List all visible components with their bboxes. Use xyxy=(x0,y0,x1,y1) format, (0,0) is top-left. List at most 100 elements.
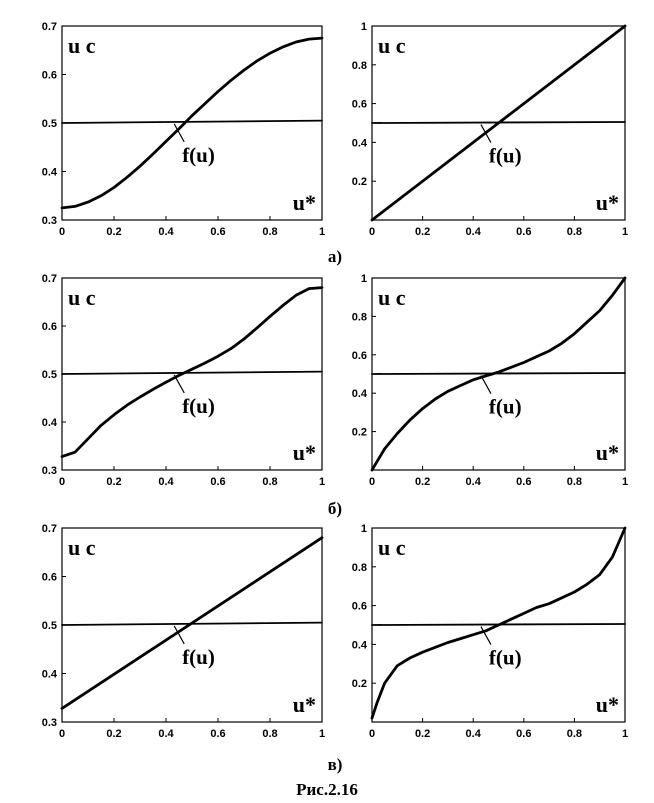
x-tick-label: 0.8 xyxy=(262,728,277,740)
function-curve-series xyxy=(370,526,627,720)
reference-line-series xyxy=(61,119,323,124)
y-tick-label: 0.4 xyxy=(352,388,368,400)
y-tick-label: 0.7 xyxy=(42,21,57,33)
chart-panel-1: 0 0.2 0.4 0.6 0.8 1 0.2 0.4 0.6 0.8 1 u c u* f(u) xyxy=(352,21,628,238)
x-axis-label: u* xyxy=(596,440,619,465)
y-tick-label: 0.2 xyxy=(352,427,367,439)
reference-line-series xyxy=(61,370,323,375)
figure-caption: Рис.2.16 xyxy=(296,780,358,799)
curve-annotation: f(u) xyxy=(182,394,215,418)
y-axis-label: u c xyxy=(68,285,96,310)
row-label: б) xyxy=(328,499,342,518)
x-tick-label: 0.8 xyxy=(262,476,277,488)
x-tick-label: 0.6 xyxy=(210,476,225,488)
y-tick-label: 0.8 xyxy=(352,562,367,574)
y-tick-label: 0.7 xyxy=(42,273,57,285)
y-tick-label: 0.6 xyxy=(352,350,367,362)
y-tick-label: 0.4 xyxy=(352,639,368,651)
x-tick-label: 0.2 xyxy=(415,728,430,740)
x-tick-label: 0.2 xyxy=(106,728,121,740)
chart-panel-3: 0 0.2 0.4 0.6 0.8 1 0.2 0.4 0.6 0.8 1 u c u* f(u) xyxy=(352,273,628,488)
x-tick-label: 0.6 xyxy=(516,226,531,238)
row-label: в) xyxy=(328,755,343,774)
y-tick-label: 0.2 xyxy=(352,678,367,690)
x-tick-label: 0.6 xyxy=(210,226,225,238)
x-tick-label: 0.2 xyxy=(415,226,430,238)
x-tick-label: 0.8 xyxy=(567,476,582,488)
y-tick-label: 0.4 xyxy=(42,167,58,179)
x-tick-label: 0.4 xyxy=(158,728,174,740)
chart-panel-4: 0 0.2 0.4 0.6 0.8 1 0.3 0.4 0.5 0.6 0.7 u c u* f(u) xyxy=(42,523,325,740)
chart-panel-5: 0 0.2 0.4 0.6 0.8 1 0.2 0.4 0.6 0.8 1 u c u* f(u) xyxy=(352,523,628,740)
y-tick-label: 0.4 xyxy=(42,669,58,681)
x-tick-label: 0.4 xyxy=(158,476,174,488)
x-axis-label: u* xyxy=(293,440,316,465)
y-tick-label: 0.5 xyxy=(42,620,57,632)
y-tick-label: 0.5 xyxy=(42,118,57,130)
y-axis-label: u c xyxy=(68,535,96,560)
x-tick-label: 0.8 xyxy=(567,226,582,238)
annotation-leader xyxy=(480,124,492,143)
curve-annotation: f(u) xyxy=(489,395,522,419)
curve-annotation: f(u) xyxy=(489,646,522,670)
x-tick-label: 1 xyxy=(622,476,628,488)
x-tick-label: 0 xyxy=(369,476,375,488)
x-tick-label: 0.8 xyxy=(262,226,277,238)
y-tick-label: 0.8 xyxy=(352,311,367,323)
annotation-leader xyxy=(173,123,185,143)
annotation-leader xyxy=(480,626,492,645)
x-tick-label: 0 xyxy=(59,476,65,488)
curve-annotation: f(u) xyxy=(182,645,215,669)
y-tick-label: 0.7 xyxy=(42,523,57,535)
function-curve-series xyxy=(60,36,324,210)
y-tick-label: 0.6 xyxy=(352,601,367,613)
y-axis-label: u c xyxy=(378,285,406,310)
y-tick-label: 0.6 xyxy=(42,321,57,333)
y-axis-label: u c xyxy=(68,33,96,58)
x-tick-label: 0.4 xyxy=(466,226,482,238)
curve-annotation: f(u) xyxy=(182,143,215,167)
annotation-leader xyxy=(173,625,185,645)
x-tick-label: 0.2 xyxy=(415,476,430,488)
x-tick-label: 1 xyxy=(319,476,325,488)
x-tick-label: 1 xyxy=(622,728,628,740)
x-tick-label: 0.6 xyxy=(516,728,531,740)
x-tick-label: 0.6 xyxy=(516,476,531,488)
function-curve-series xyxy=(370,276,627,472)
y-tick-label: 0.3 xyxy=(42,717,57,729)
reference-line-series xyxy=(371,623,626,626)
x-tick-label: 0 xyxy=(59,728,65,740)
y-tick-label: 0.4 xyxy=(352,137,368,149)
x-tick-label: 0 xyxy=(59,226,65,238)
x-tick-label: 1 xyxy=(319,226,325,238)
x-tick-label: 0 xyxy=(369,226,375,238)
reference-line-series xyxy=(61,621,323,626)
x-tick-label: 0.4 xyxy=(466,476,482,488)
x-tick-label: 1 xyxy=(622,226,628,238)
y-tick-label: 0.3 xyxy=(42,465,57,477)
annotation-leader xyxy=(173,374,185,394)
x-tick-label: 0 xyxy=(369,728,375,740)
reference-line-series xyxy=(371,372,626,375)
curve-annotation: f(u) xyxy=(489,144,522,168)
y-axis-label: u c xyxy=(378,33,406,58)
x-tick-label: 0.4 xyxy=(466,728,482,740)
y-tick-label: 0.6 xyxy=(42,70,57,82)
x-axis-label: u* xyxy=(596,190,619,215)
row-label: а) xyxy=(328,247,342,266)
x-tick-label: 0.2 xyxy=(106,476,121,488)
y-tick-label: 0.5 xyxy=(42,369,57,381)
x-tick-label: 0.6 xyxy=(210,728,225,740)
reference-line-series xyxy=(371,121,626,124)
x-axis-label: u* xyxy=(293,190,316,215)
y-tick-label: 1 xyxy=(361,273,367,285)
y-tick-label: 0.6 xyxy=(42,572,57,584)
y-tick-label: 0.4 xyxy=(42,417,58,429)
y-tick-label: 0.2 xyxy=(352,176,367,188)
y-axis-label: u c xyxy=(378,535,406,560)
y-tick-label: 0.3 xyxy=(42,215,57,227)
x-tick-label: 0.8 xyxy=(567,728,582,740)
y-tick-label: 1 xyxy=(361,523,367,535)
x-tick-label: 0.4 xyxy=(158,226,174,238)
